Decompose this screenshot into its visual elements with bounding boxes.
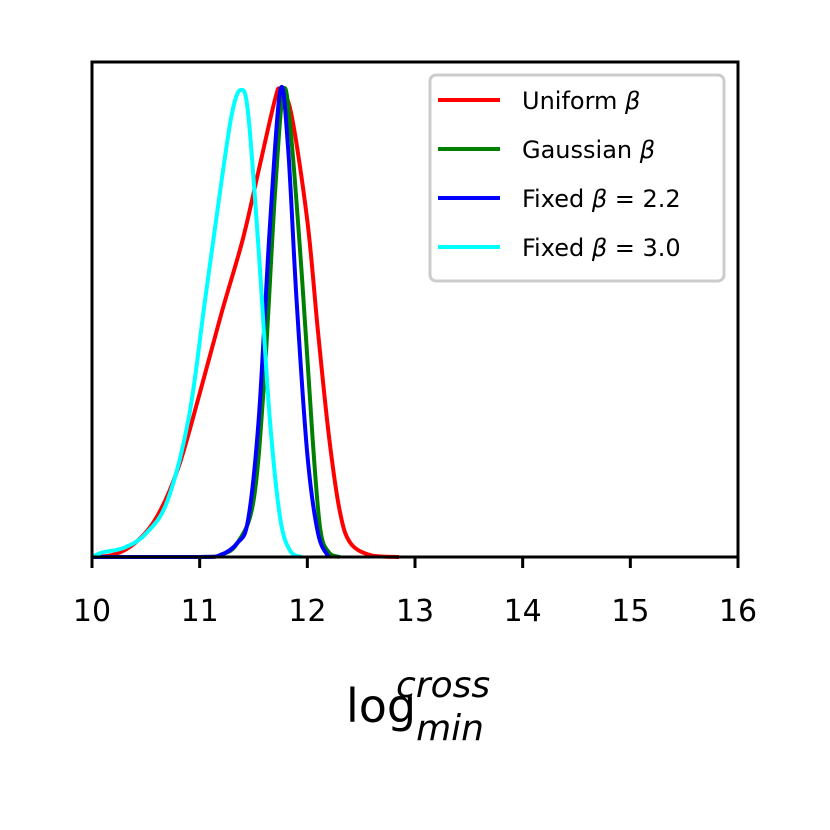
series-line-1 (91, 86, 399, 559)
legend-label-text: Gaussian (522, 136, 640, 164)
x-tick-label: 15 (611, 594, 649, 629)
legend-label-text: Uniform (522, 87, 625, 115)
x-tick-label: 11 (181, 594, 219, 629)
legend-label-value: = 2.2 (607, 185, 681, 213)
series-line-3 (91, 85, 331, 560)
x-axis-label-subscript: min (416, 708, 484, 749)
legend-item: Fixed β = 2.2 (438, 185, 681, 213)
series-layer (91, 85, 399, 560)
legend-item: Fixed β = 3.0 (438, 234, 681, 262)
legend-label-symbol: β (591, 234, 607, 262)
legend-label-value: = 3.0 (607, 234, 681, 262)
legend-box (428, 73, 726, 283)
series-line-4 (91, 87, 303, 559)
x-axis-label-base: log (346, 679, 416, 733)
x-tick-label: 10 (73, 594, 111, 629)
legend-item: Gaussian β (438, 136, 655, 164)
legend-label-text: Fixed (522, 185, 592, 213)
legend-label: Fixed β = 3.0 (522, 234, 681, 262)
legend-label-symbol: β (624, 87, 640, 115)
legend-label-symbol: β (639, 136, 655, 164)
legend-label-symbol: β (591, 185, 607, 213)
legend-label: Gaussian β (522, 136, 655, 164)
x-tick-label: 13 (396, 594, 434, 629)
x-tick-label: 12 (288, 594, 326, 629)
legend-label: Fixed β = 2.2 (522, 185, 681, 213)
legend-item: Uniform β (438, 87, 640, 115)
x-axis-label: logmin (346, 679, 484, 749)
legend-label: Uniform β (522, 87, 640, 115)
x-axis: 10 11 12 13 14 15 16 (73, 557, 757, 629)
x-tick-label: 14 (504, 594, 542, 629)
x-tick-label: 16 (719, 594, 757, 629)
legend-label-text: Fixed (522, 234, 592, 262)
x-axis-label-superscript: cross (396, 665, 490, 706)
